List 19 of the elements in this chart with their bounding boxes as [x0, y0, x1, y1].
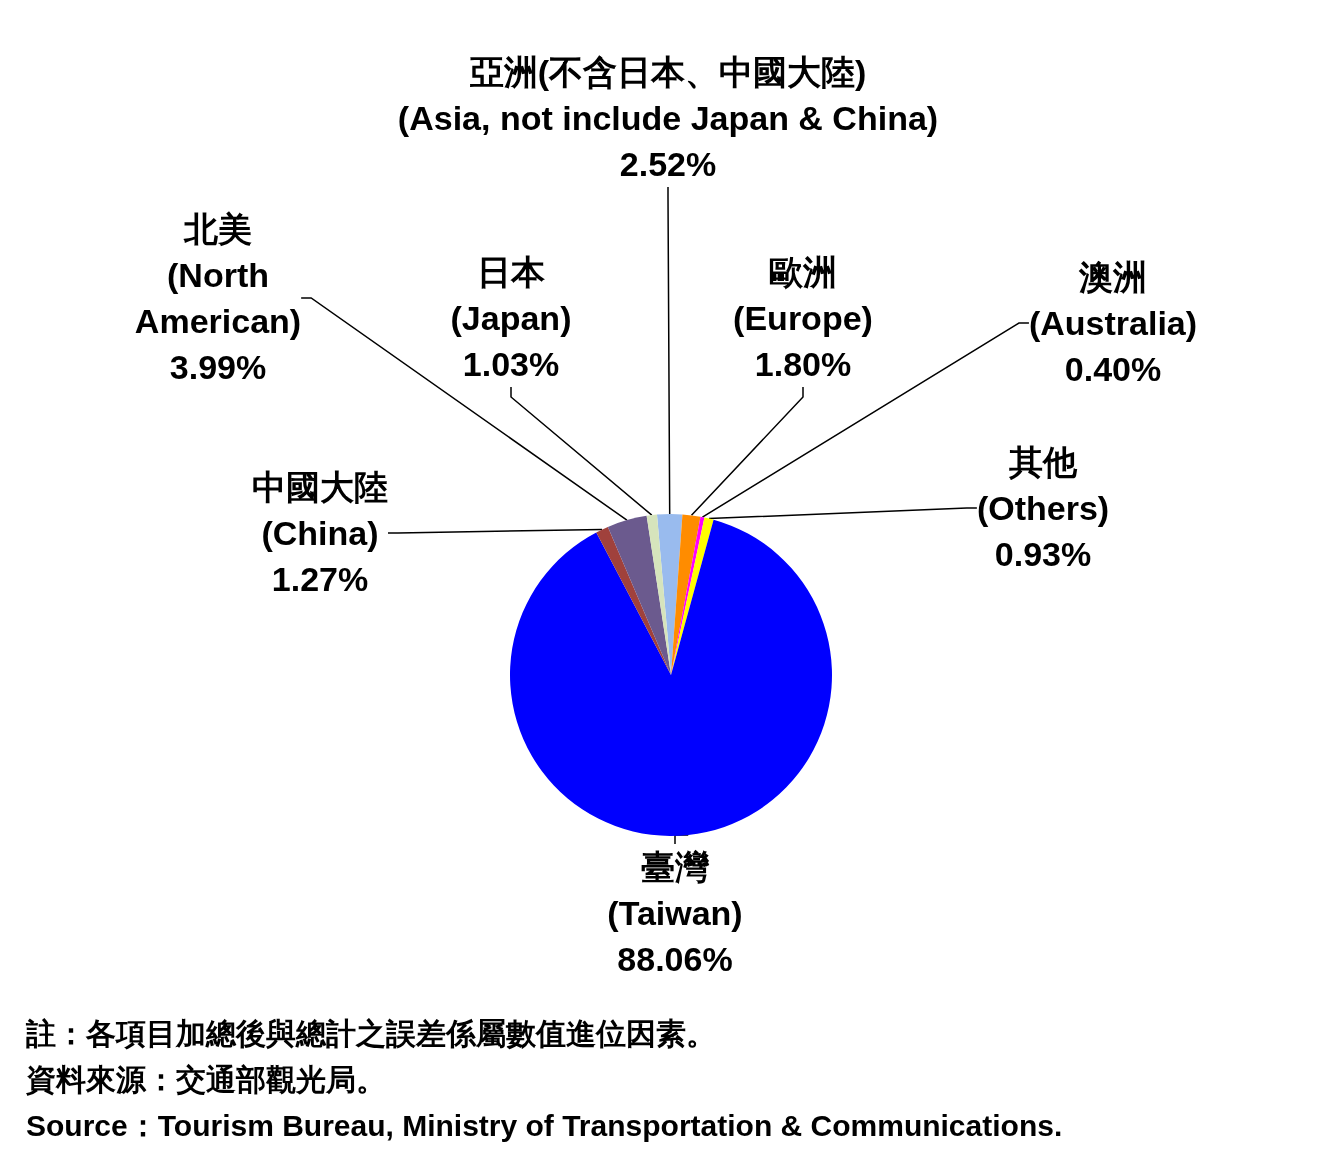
- data-label: 2.52%: [619, 145, 717, 183]
- data-label: 3.99%: [169, 348, 267, 386]
- text: 註：各項目加總後與總計之誤差係屬數值進位因素。: [25, 1016, 716, 1050]
- source-note: 資料來源：交通部觀光局。: [25, 1062, 386, 1096]
- data-label: 0.40%: [1064, 350, 1162, 388]
- data-label: 1.27%: [271, 560, 369, 598]
- slice-label: 亞洲(不含日本、中國大陸) (Asia, not include Japan & China): [397, 53, 939, 137]
- data-label: 1.03%: [462, 345, 560, 383]
- data-label: 88.06%: [617, 940, 733, 978]
- slice-label: 澳洲 (Australia): [1028, 258, 1198, 342]
- source-note: Source：Tourism Bureau, Ministry of Transportation & Communications.: [26, 1108, 1063, 1142]
- slice-label: 臺灣 (Taiwan): [607, 848, 743, 932]
- data-label: 1.80%: [754, 345, 852, 383]
- slice-label: 其他 (Others): [976, 443, 1110, 527]
- slice-label: 歐洲 (Europe): [733, 253, 873, 337]
- slice-label: 中國大陸 (China): [252, 468, 388, 552]
- slice-label: 日本 (Japan): [450, 253, 572, 337]
- data-label: 0.93%: [994, 535, 1092, 573]
- slice-label: 北美 (North American): [134, 210, 302, 340]
